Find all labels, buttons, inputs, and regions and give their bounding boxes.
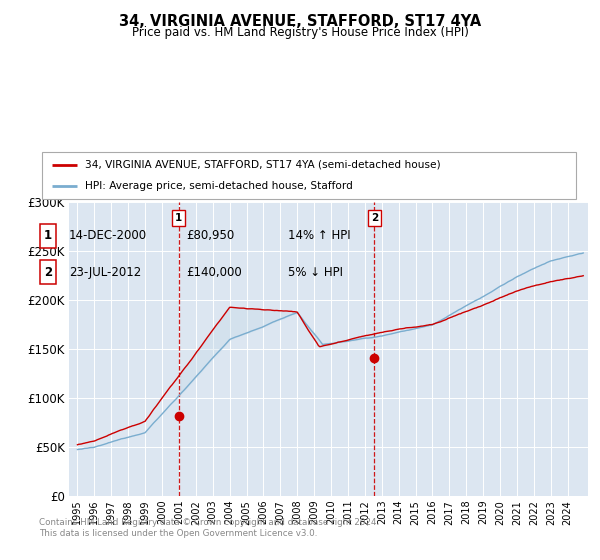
- Text: £140,000: £140,000: [186, 265, 242, 279]
- Text: 14-DEC-2000: 14-DEC-2000: [69, 229, 147, 242]
- Text: 1: 1: [44, 229, 52, 242]
- Text: 2: 2: [44, 265, 52, 279]
- Text: Contains HM Land Registry data © Crown copyright and database right 2024.: Contains HM Land Registry data © Crown c…: [39, 519, 379, 528]
- Text: This data is licensed under the Open Government Licence v3.0.: This data is licensed under the Open Gov…: [39, 529, 317, 538]
- FancyBboxPatch shape: [40, 260, 56, 284]
- Text: 14% ↑ HPI: 14% ↑ HPI: [288, 229, 350, 242]
- Text: 34, VIRGINIA AVENUE, STAFFORD, ST17 4YA: 34, VIRGINIA AVENUE, STAFFORD, ST17 4YA: [119, 14, 481, 29]
- FancyBboxPatch shape: [40, 223, 56, 248]
- FancyBboxPatch shape: [42, 152, 576, 199]
- Text: 5% ↓ HPI: 5% ↓ HPI: [288, 265, 343, 279]
- Text: 1: 1: [175, 213, 182, 223]
- Text: £80,950: £80,950: [186, 229, 234, 242]
- Text: 2: 2: [371, 213, 378, 223]
- Text: 34, VIRGINIA AVENUE, STAFFORD, ST17 4YA (semi-detached house): 34, VIRGINIA AVENUE, STAFFORD, ST17 4YA …: [85, 160, 440, 170]
- Text: HPI: Average price, semi-detached house, Stafford: HPI: Average price, semi-detached house,…: [85, 181, 353, 192]
- Text: 23-JUL-2012: 23-JUL-2012: [69, 265, 141, 279]
- Text: Price paid vs. HM Land Registry's House Price Index (HPI): Price paid vs. HM Land Registry's House …: [131, 26, 469, 39]
